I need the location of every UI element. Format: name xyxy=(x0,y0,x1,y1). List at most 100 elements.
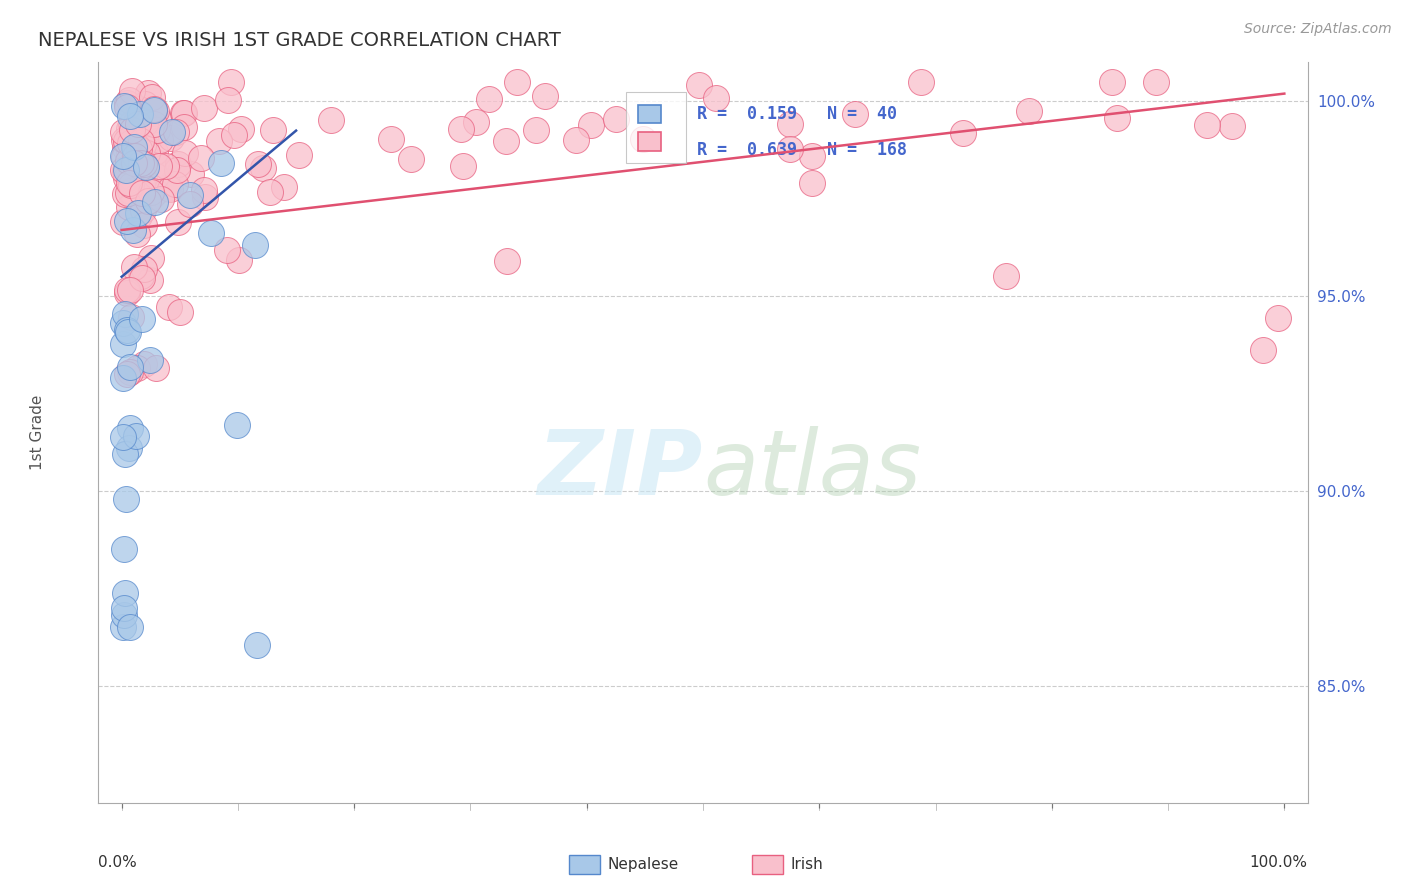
Point xyxy=(146,112,169,127)
Point xyxy=(143,145,166,159)
Point xyxy=(451,160,474,174)
Point xyxy=(115,491,138,506)
Point xyxy=(145,122,167,136)
Point xyxy=(129,135,152,149)
Point xyxy=(111,125,134,139)
Point xyxy=(952,126,974,140)
Point xyxy=(114,141,136,155)
Point xyxy=(1222,119,1244,133)
Point xyxy=(141,189,163,203)
Point xyxy=(145,185,167,199)
Point xyxy=(118,176,141,190)
Point xyxy=(167,157,190,171)
Point xyxy=(114,585,136,599)
Point xyxy=(131,271,153,285)
Point xyxy=(115,134,138,148)
Point xyxy=(127,117,149,131)
Point xyxy=(273,179,295,194)
Point xyxy=(120,169,142,184)
Point xyxy=(150,192,173,206)
Point xyxy=(605,112,627,126)
Point xyxy=(124,142,146,156)
Point xyxy=(115,323,138,337)
Point xyxy=(910,75,932,89)
Point xyxy=(136,87,159,101)
Point xyxy=(174,145,197,160)
Point xyxy=(131,311,153,326)
Point xyxy=(120,138,142,153)
Point xyxy=(1144,75,1167,89)
Point xyxy=(127,360,149,375)
Point xyxy=(145,169,167,184)
Point xyxy=(128,209,150,223)
Point xyxy=(120,360,142,375)
Point xyxy=(246,157,269,171)
Point xyxy=(534,88,557,103)
Point xyxy=(122,156,145,170)
Point xyxy=(129,155,152,169)
Point xyxy=(496,254,519,268)
Point xyxy=(134,156,156,170)
Point xyxy=(117,325,139,339)
Point xyxy=(122,223,145,237)
Point xyxy=(122,260,145,274)
Legend: , : , xyxy=(626,92,686,163)
Text: atlas: atlas xyxy=(703,425,921,514)
Point xyxy=(1195,119,1218,133)
Point xyxy=(800,176,823,190)
Point xyxy=(112,608,135,623)
Point xyxy=(118,121,141,136)
Point xyxy=(229,122,252,136)
Text: R =  0.159   N =  40: R = 0.159 N = 40 xyxy=(697,105,897,123)
Point xyxy=(135,160,157,174)
Point xyxy=(180,167,202,181)
Point xyxy=(118,172,141,186)
Point xyxy=(145,104,167,119)
Point xyxy=(145,155,167,169)
Point xyxy=(117,214,139,228)
Point xyxy=(450,122,472,136)
Point xyxy=(252,161,274,175)
Point xyxy=(122,155,145,169)
Point xyxy=(122,140,145,154)
Point xyxy=(565,132,588,146)
Point xyxy=(465,115,488,129)
Point xyxy=(118,200,141,214)
Point xyxy=(111,429,134,443)
Point xyxy=(112,370,135,384)
Point xyxy=(118,145,141,159)
Point xyxy=(162,125,184,139)
Point xyxy=(194,189,217,203)
Point xyxy=(114,164,136,178)
Point xyxy=(139,185,162,199)
Point xyxy=(1018,104,1040,119)
Point xyxy=(115,170,138,185)
Point xyxy=(114,307,136,321)
Point xyxy=(208,134,231,148)
Point xyxy=(157,181,180,195)
Text: 100.0%: 100.0% xyxy=(1250,855,1308,870)
Point xyxy=(146,156,169,170)
Point xyxy=(118,283,141,297)
Point xyxy=(495,134,517,148)
Point xyxy=(134,219,156,233)
Point xyxy=(122,154,145,169)
Point xyxy=(118,93,141,107)
Point xyxy=(143,195,166,210)
Point xyxy=(243,238,266,252)
Point xyxy=(136,145,159,160)
Point xyxy=(139,251,162,265)
Text: 1st Grade: 1st Grade xyxy=(31,395,45,470)
Point xyxy=(134,357,156,371)
Point xyxy=(125,227,148,241)
Point xyxy=(111,162,134,177)
Point xyxy=(132,262,155,277)
Point xyxy=(319,113,342,128)
Point xyxy=(134,138,156,153)
Point xyxy=(117,100,139,114)
Point xyxy=(125,429,148,443)
Point xyxy=(779,142,801,156)
Point xyxy=(173,106,195,120)
Point xyxy=(800,148,823,162)
Point xyxy=(259,186,281,200)
